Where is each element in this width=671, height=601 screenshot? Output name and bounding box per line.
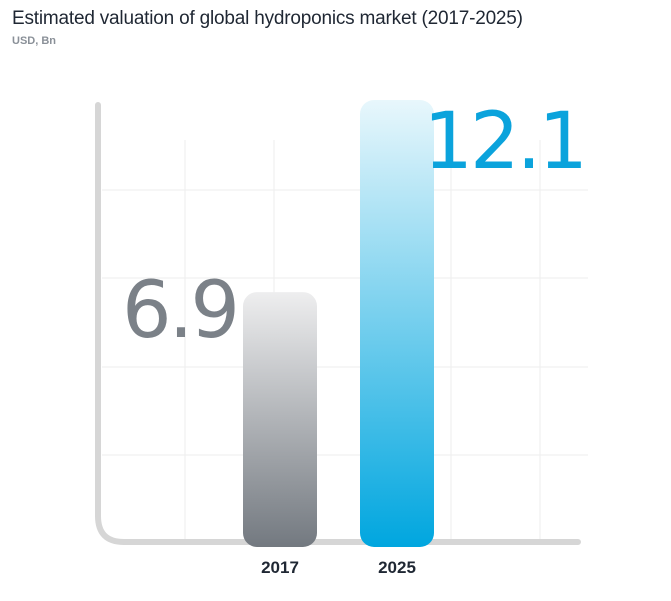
value-label-2025: 12.1 [423, 97, 585, 187]
axis-frame [95, 102, 581, 545]
chart-subtitle: USD, Bn [12, 35, 56, 47]
bar-2025 [360, 100, 434, 547]
x-tick-labels: 2017 2025 [261, 558, 416, 577]
value-labels: 6.9 12.1 [122, 97, 588, 356]
chart-title: Estimated valuation of global hydroponic… [12, 8, 523, 29]
value-label-2017: 6.9 [122, 266, 237, 356]
x-tick-label-2017: 2017 [261, 558, 299, 577]
bar-2017 [243, 292, 317, 547]
x-tick-label-2025: 2025 [378, 558, 416, 577]
bars [243, 100, 434, 547]
